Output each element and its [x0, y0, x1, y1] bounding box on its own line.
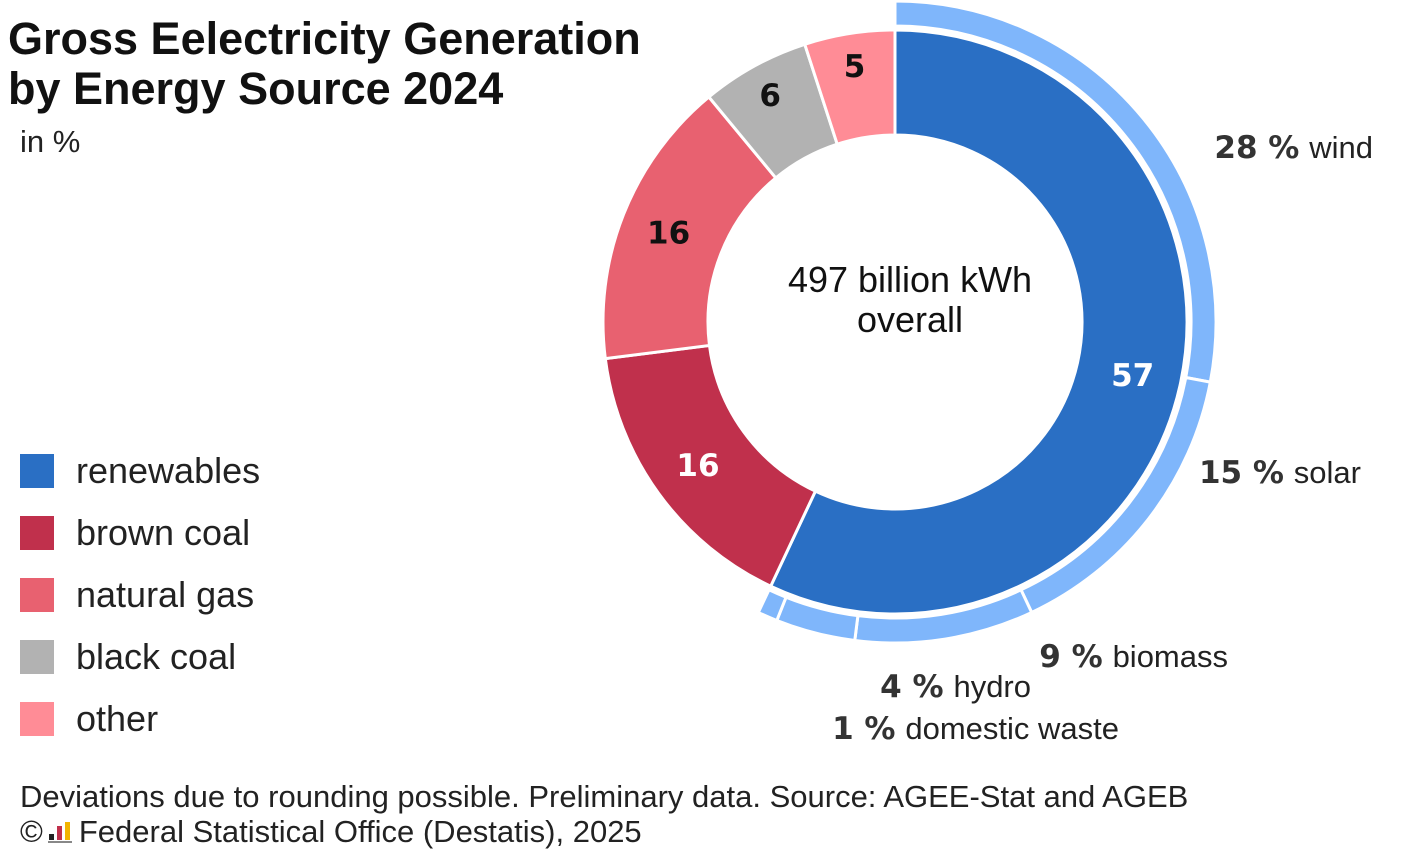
- outer-label-gap: [896, 711, 906, 747]
- center-label-line-1: 497 billion kWh: [788, 259, 1032, 300]
- chart-legend: renewables brown coal natural gas black coa…: [20, 440, 260, 750]
- outer-label-hydro: 4 % hydro: [880, 669, 1031, 705]
- legend-swatch: [20, 516, 54, 550]
- inner-ring: [601, 28, 1189, 616]
- outer-label-biomass: 9 % biomass: [1039, 639, 1228, 675]
- outer-label-domestic-waste: 1 % domestic waste: [832, 711, 1119, 747]
- unit-label: in %: [20, 124, 81, 159]
- legend-swatch: [20, 640, 54, 674]
- outer-ring: [756, 0, 1218, 645]
- legend-swatch: [20, 702, 54, 736]
- slice-value-label: 16: [676, 448, 719, 484]
- legend-item: natural gas: [20, 564, 260, 626]
- slice-renewables: [768, 28, 1189, 616]
- outer-label-solar: 15 % solar: [1199, 455, 1361, 491]
- legend-item: brown coal: [20, 502, 260, 564]
- slice-value-label: 5: [844, 49, 866, 85]
- outer-label-name: solar: [1294, 455, 1361, 490]
- copyright-text: Federal Statistical Office (Destatis), 2…: [78, 814, 642, 849]
- copyright-icon: ©: [20, 814, 43, 849]
- legend-label: natural gas: [76, 574, 255, 615]
- outer-label-value: 9 %: [1039, 639, 1102, 675]
- outer-label-value: 1 %: [832, 711, 895, 747]
- outer-label-value: 28 %: [1214, 130, 1299, 166]
- outer-label-name: wind: [1308, 130, 1373, 165]
- outer-label-gap: [1103, 639, 1113, 675]
- legend-label: renewables: [76, 450, 261, 491]
- slice-labels: 57 16 16 6 5: [647, 49, 1154, 484]
- legend-label: brown coal: [76, 512, 251, 553]
- footnote: Deviations due to rounding possible. Pre…: [20, 779, 1189, 814]
- outer-label-gap: [1284, 455, 1294, 491]
- outer-label-name: domestic waste: [905, 711, 1119, 746]
- legend-swatch: [20, 454, 54, 488]
- outer-label-gap: [1299, 130, 1309, 166]
- chart-footer: Deviations due to rounding possible. Pre…: [20, 779, 1188, 849]
- outer-label-name: biomass: [1113, 639, 1228, 674]
- slice-value-label: 16: [647, 215, 690, 251]
- destatis-logo-icon: [47, 821, 72, 843]
- slice-value-label: 6: [759, 78, 781, 114]
- outer-label-value: 4 %: [880, 669, 943, 705]
- outer-label-name: hydro: [953, 669, 1031, 704]
- chart-title: Gross Eelectricity Generation by Energy …: [8, 14, 641, 114]
- outer-segment-domestic-waste: [756, 587, 788, 623]
- legend-label: other: [76, 698, 159, 739]
- center-label-line-2: overall: [857, 299, 963, 340]
- legend-item: black coal: [20, 626, 260, 688]
- outer-label-gap: [944, 669, 954, 705]
- legend-item: other: [20, 688, 260, 750]
- slice-other: [802, 28, 897, 147]
- legend-swatch: [20, 578, 54, 612]
- slice-value-label: 57: [1111, 358, 1154, 394]
- copyright-line: © Federal Statistical Office (Destatis),…: [20, 814, 1188, 849]
- chart-title-line-1: Gross Eelectricity Generation: [8, 13, 641, 64]
- legend-item: renewables: [20, 440, 260, 502]
- legend-label: black coal: [76, 636, 237, 677]
- outer-label-value: 15 %: [1199, 455, 1284, 491]
- chart-title-line-2: by Energy Source 2024: [8, 63, 504, 114]
- outer-label-wind: 28 % wind: [1214, 130, 1373, 166]
